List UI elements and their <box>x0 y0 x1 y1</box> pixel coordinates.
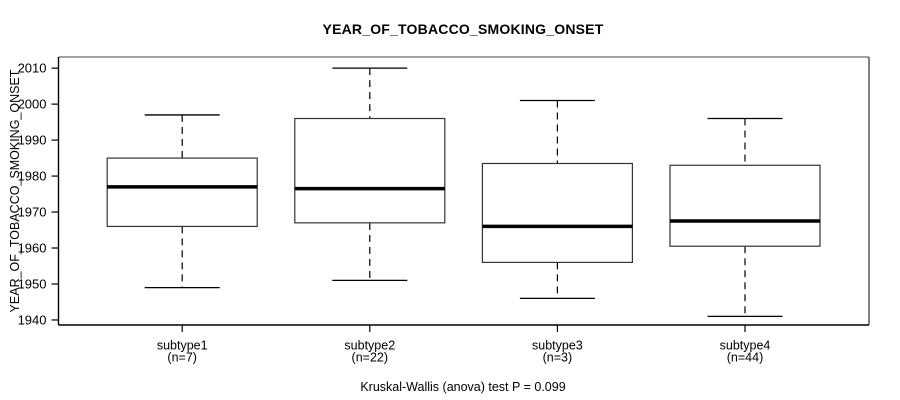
y-tick-label: 1980 <box>18 169 47 184</box>
x-category-label: subtype2 <box>344 339 395 353</box>
x-n-label: (n=44) <box>727 351 763 365</box>
y-tick-label: 1950 <box>18 276 47 291</box>
y-tick-label: 2000 <box>18 97 47 112</box>
y-tick-label: 1940 <box>18 312 47 327</box>
x-category-label: subtype3 <box>532 339 583 353</box>
iqr-box-subtype4 <box>669 164 821 247</box>
x-n-label: (n=3) <box>543 351 573 365</box>
y-tick-label: 1970 <box>18 205 47 220</box>
x-category-label: subtype4 <box>720 339 771 353</box>
iqr-box-subtype2 <box>294 117 446 224</box>
y-tick-label: 2010 <box>18 61 47 76</box>
iqr-box-subtype1 <box>106 157 258 228</box>
y-tick-label: 1990 <box>18 133 47 148</box>
x-n-label: (n=7) <box>167 351 197 365</box>
x-n-label: (n=22) <box>352 351 388 365</box>
iqr-box-subtype3 <box>481 162 633 264</box>
x-category-label: subtype1 <box>157 339 208 353</box>
stat-test-footnote: Kruskal-Wallis (anova) test P = 0.099 <box>360 380 566 394</box>
y-tick-label: 1960 <box>18 241 47 256</box>
chart-title: YEAR_OF_TOBACCO_SMOKING_ONSET <box>322 21 604 37</box>
